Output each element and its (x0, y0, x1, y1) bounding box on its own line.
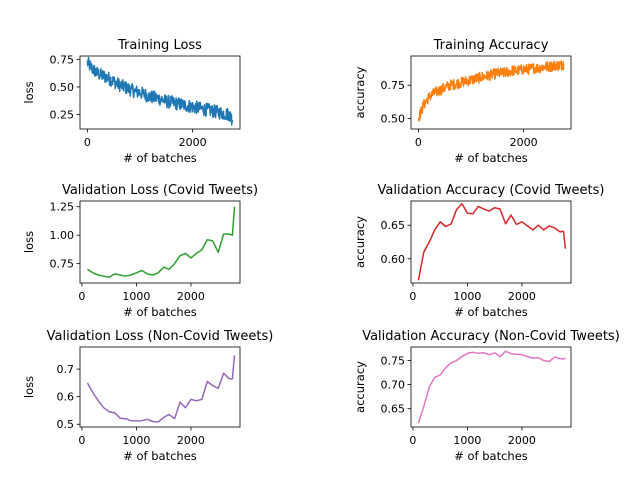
y-tick-label: 0.6 (57, 391, 75, 404)
subplot-val_acc_covid: 0 1000 2000 0.60 0.65 Validation Accuracy (Co… (353, 183, 604, 319)
y-tick-label: 0.7 (57, 363, 75, 376)
x-tick-label: 1000 (453, 290, 481, 303)
subplot-title: Training Loss (117, 38, 202, 53)
subplot-title: Validation Loss (Non-Covid Tweets) (47, 329, 274, 344)
subplot-train_acc: 0 2000 0.50 0.75 Training Accuracy # of batch… (353, 38, 572, 165)
y-axis-label: loss (22, 376, 36, 398)
axes-frame (79, 200, 241, 284)
subplot-title: Validation Accuracy (Non-Covid Tweets) (362, 329, 620, 344)
x-tick-label: 0 (78, 290, 85, 303)
series-line (86, 206, 236, 279)
axes-frame (410, 55, 572, 130)
x-tick-label: 1000 (453, 434, 481, 447)
x-tick-label: 2000 (177, 290, 205, 303)
series-line (417, 202, 567, 281)
x-tick-label: 2000 (179, 136, 207, 149)
x-tick-label: 0 (409, 434, 416, 447)
y-tick-label: 0.50 (50, 81, 75, 94)
y-tick-label: 1.25 (50, 201, 75, 214)
series-line (86, 355, 236, 423)
y-tick-label: 0.75 (381, 354, 406, 367)
y-tick-label: 0.75 (50, 258, 75, 271)
axes-frame (410, 200, 572, 284)
x-axis-label: # of batches (454, 151, 528, 165)
subplot-title: Validation Loss (Covid Tweets) (62, 183, 258, 198)
y-axis-label: loss (22, 81, 36, 103)
x-tick-label: 0 (409, 290, 416, 303)
x-tick-label: 2000 (508, 290, 536, 303)
x-axis-label: # of batches (123, 151, 197, 165)
x-axis-label: # of batches (123, 449, 197, 463)
subplot-val_loss_covid: 0 1000 2000 0.75 1.00 1.25 Validation Loss (Co… (22, 183, 258, 319)
y-axis-label: accuracy (353, 216, 367, 268)
y-axis-label: accuracy (353, 66, 367, 118)
y-tick-label: 0.50 (381, 112, 406, 125)
subplot-title: Training Accuracy (433, 38, 549, 53)
series-line (417, 60, 565, 122)
x-tick-label: 0 (84, 136, 91, 149)
y-tick-label: 1.00 (50, 229, 75, 242)
axes-frame (79, 55, 241, 130)
y-tick-label: 0.75 (50, 53, 75, 66)
subplot-title: Validation Accuracy (Covid Tweets) (378, 183, 605, 198)
y-axis-label: loss (22, 231, 36, 253)
x-axis-label: # of batches (454, 449, 528, 463)
y-tick-label: 0.60 (381, 253, 406, 266)
y-tick-label: 0.5 (57, 418, 75, 431)
x-tick-label: 1000 (122, 434, 150, 447)
x-tick-label: 2000 (177, 434, 205, 447)
y-tick-label: 0.25 (50, 109, 75, 122)
subplot-val_acc_noncovid: 0 1000 2000 0.65 0.70 0.75 Validation Accuracy… (353, 329, 620, 463)
x-tick-label: 0 (78, 434, 85, 447)
series-line (86, 56, 234, 126)
x-axis-label: # of batches (454, 305, 528, 319)
axes-frame (79, 346, 241, 428)
series-line (417, 350, 566, 424)
y-tick-label: 0.75 (381, 79, 406, 92)
subplot-val_loss_noncovid: 0 1000 2000 0.5 0.6 0.7 Validation Loss (Non-C… (22, 329, 273, 463)
x-tick-label: 2000 (510, 136, 538, 149)
x-tick-label: 2000 (508, 434, 536, 447)
y-tick-label: 0.70 (381, 379, 406, 392)
y-tick-label: 0.65 (381, 219, 406, 232)
x-axis-label: # of batches (123, 305, 197, 319)
axes-frame (410, 346, 572, 428)
y-axis-label: accuracy (353, 361, 367, 413)
x-tick-label: 1000 (122, 290, 150, 303)
y-tick-label: 0.65 (381, 403, 406, 416)
subplot-train_loss: 0 2000 0.25 0.50 0.75 Training Loss # of batch… (22, 38, 241, 165)
x-tick-label: 0 (415, 136, 422, 149)
